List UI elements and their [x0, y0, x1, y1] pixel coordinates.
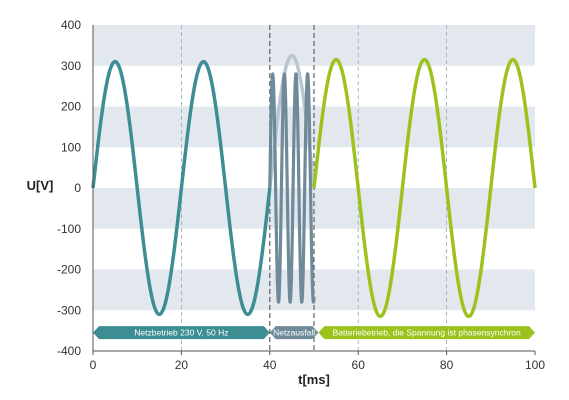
x-tick-labels: 0 20 40 60 80 100 [90, 351, 545, 372]
y-tick-label: 400 [61, 18, 81, 32]
x-tick-label: 80 [440, 358, 454, 372]
y-tick-label: 300 [61, 59, 81, 73]
y-tick-label: -100 [57, 222, 81, 236]
x-tick-label: 0 [90, 358, 97, 372]
y-tick-label: 200 [61, 100, 81, 114]
x-tick-label: 20 [175, 358, 189, 372]
series-line-netzbetrieb [91, 59, 272, 317]
phase-band [93, 326, 270, 340]
x-tick-label: 60 [352, 358, 366, 372]
y-tick-label: -400 [57, 344, 81, 358]
phase-band [269, 326, 319, 340]
y-tick-label: 0 [74, 181, 81, 195]
x-tick-label: 100 [525, 358, 545, 372]
voltage-curves [91, 53, 537, 319]
y-tick-label: -200 [57, 263, 81, 277]
phase-band-label: Netzbetrieb 230 V, 50 Hz [134, 328, 228, 338]
phase-band-label: Netzausfall [273, 328, 315, 338]
y-tick-labels: 400 300 200 100 0 -100 -200 -300 -400 [57, 18, 81, 358]
series-line-netzausfall [268, 72, 316, 304]
y-tick-label: 100 [61, 140, 81, 154]
x-tick-label: 40 [263, 358, 277, 372]
x-axis-title: t[ms] [298, 372, 330, 387]
phase-band [318, 326, 535, 340]
series-line-batteriebetrieb [312, 57, 537, 319]
phase-band-label: Batteriebetrieb, die Spannung ist phasen… [333, 328, 521, 338]
y-tick-label: -300 [57, 303, 81, 317]
axes [92, 25, 535, 352]
phase-bands: Netzbetrieb 230 V, 50 Hz Netzausfall Batte… [93, 326, 535, 340]
y-axis-title: U[V] [27, 178, 54, 193]
